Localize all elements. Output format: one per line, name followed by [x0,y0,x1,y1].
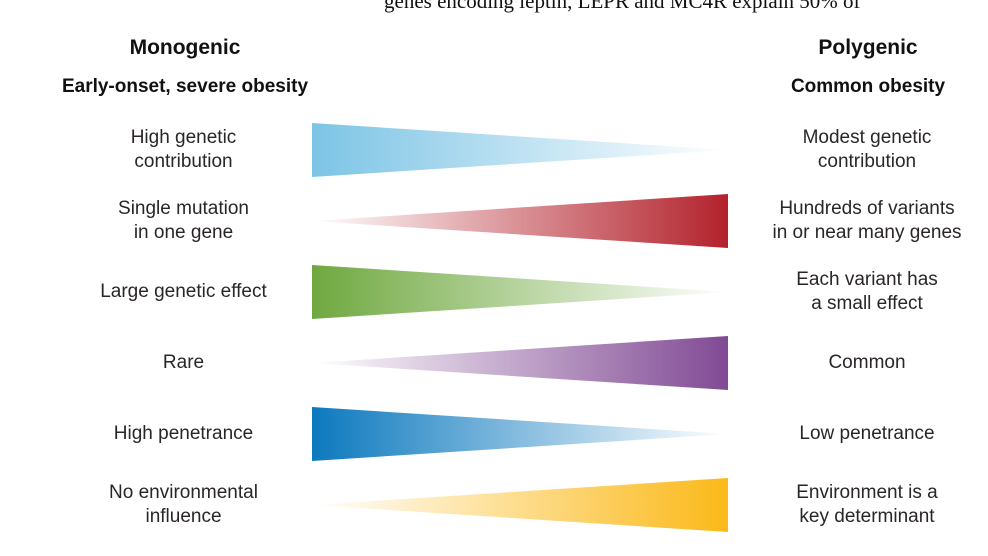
row-environment: No environmental influence Environment i… [0,469,988,540]
clipped-body-text: genes encoding leptin, LEPR and MC4R exp… [384,0,861,13]
left-label: Rare [162,351,205,373]
row-effect-size: Large genetic effect Each variant has a … [0,256,988,327]
right-label: Environment is a key determinant [796,482,938,527]
gradient-wedge-left-fading [312,335,728,390]
right-label: Common [828,351,906,373]
gradient-wedge-right-fading [312,122,728,177]
left-label: High genetic contribution [130,127,237,172]
row-frequency: Rare Common [0,327,988,398]
gradient-wedge-right-fading [312,406,728,461]
row-penetrance: High penetrance Low penetrance [0,398,988,469]
gradient-wedge-left-fading [312,477,728,532]
row-genetic-contribution: High genetic contribution Modest genetic… [0,114,988,185]
comparison-rows: High genetic contribution Modest genetic… [0,114,988,540]
left-label: High penetrance [113,422,254,444]
right-label: Modest genetic contribution [802,127,932,172]
right-column-subtitle: Common obesity [790,76,946,97]
left-label: Single mutation in one gene [118,198,249,243]
row-mutation-count: Single mutation in one gene Hundreds of … [0,185,988,256]
gradient-wedge-right-fading [312,264,728,319]
left-label: Large genetic effect [100,280,267,302]
right-label: Hundreds of variants in or near many gen… [772,198,962,243]
left-column-subtitle: Early-onset, severe obesity [61,76,309,97]
right-column-title: Polygenic [818,36,918,59]
right-label: Each variant has a small effect [796,269,938,314]
right-label: Low penetrance [799,422,935,444]
left-column-title: Monogenic [129,36,241,59]
gradient-wedge-left-fading [312,193,728,248]
left-label: No environmental influence [109,482,258,527]
